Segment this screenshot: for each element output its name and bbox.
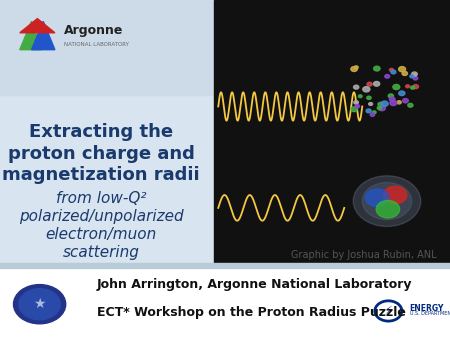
- Text: Extracting the
proton charge and
magnetization radii: Extracting the proton charge and magneti…: [2, 123, 200, 184]
- Circle shape: [376, 200, 400, 218]
- Circle shape: [413, 84, 418, 89]
- Circle shape: [365, 189, 389, 207]
- Circle shape: [358, 95, 362, 98]
- Circle shape: [351, 107, 357, 112]
- Circle shape: [374, 81, 380, 86]
- Bar: [0, 263, 450, 268]
- Circle shape: [351, 67, 357, 71]
- Circle shape: [381, 101, 388, 106]
- Bar: [0, 0, 450, 95]
- Text: ECT* Workshop on the Proton Radius Puzzle: ECT* Workshop on the Proton Radius Puzzl…: [97, 306, 405, 319]
- Circle shape: [399, 91, 405, 96]
- Circle shape: [367, 82, 372, 86]
- Circle shape: [377, 106, 382, 110]
- Circle shape: [388, 94, 393, 98]
- Circle shape: [412, 72, 417, 76]
- Circle shape: [378, 102, 383, 106]
- Text: ENERGY: ENERGY: [410, 305, 444, 313]
- Text: Graphic by Joshua Rubin, ANL: Graphic by Joshua Rubin, ANL: [291, 249, 436, 260]
- Circle shape: [363, 87, 370, 92]
- Circle shape: [374, 66, 380, 71]
- Bar: [376, 293, 442, 329]
- Circle shape: [391, 70, 396, 74]
- Circle shape: [367, 96, 371, 99]
- Circle shape: [370, 113, 375, 116]
- Circle shape: [362, 183, 412, 220]
- Circle shape: [399, 67, 405, 72]
- Circle shape: [354, 101, 358, 104]
- Circle shape: [413, 74, 416, 76]
- Circle shape: [393, 84, 400, 90]
- Circle shape: [14, 285, 66, 324]
- Circle shape: [385, 74, 390, 78]
- Text: Argonne: Argonne: [64, 24, 123, 37]
- Circle shape: [373, 111, 376, 114]
- Text: NATIONAL LABORATORY: NATIONAL LABORATORY: [64, 43, 129, 47]
- Circle shape: [366, 109, 371, 113]
- Circle shape: [19, 289, 60, 320]
- Text: John Arrington, Argonne National Laboratory: John Arrington, Argonne National Laborat…: [97, 278, 412, 291]
- Text: ★: ★: [33, 297, 46, 311]
- Circle shape: [410, 75, 414, 78]
- Circle shape: [355, 104, 360, 108]
- Text: from low-Q²
polarized/unpolarized
electron/muon
scattering: from low-Q² polarized/unpolarized electr…: [19, 191, 184, 260]
- Circle shape: [369, 102, 373, 105]
- Circle shape: [378, 105, 385, 111]
- Circle shape: [389, 68, 393, 71]
- Text: U.S. DEPARTMENT OF: U.S. DEPARTMENT OF: [410, 311, 450, 316]
- Circle shape: [403, 98, 408, 103]
- Text: ⚡: ⚡: [384, 306, 392, 316]
- Polygon shape: [32, 21, 55, 50]
- Bar: [214, 0, 450, 264]
- Polygon shape: [20, 19, 55, 33]
- Circle shape: [413, 76, 418, 80]
- Circle shape: [408, 103, 413, 107]
- Circle shape: [383, 186, 407, 204]
- Polygon shape: [20, 21, 41, 50]
- Bar: [0, 264, 450, 338]
- Circle shape: [405, 85, 410, 88]
- Circle shape: [353, 176, 421, 226]
- Circle shape: [354, 66, 358, 69]
- Circle shape: [390, 100, 397, 105]
- Circle shape: [389, 97, 395, 101]
- Circle shape: [397, 101, 401, 104]
- Circle shape: [354, 85, 359, 89]
- Circle shape: [402, 71, 408, 75]
- Circle shape: [410, 86, 415, 89]
